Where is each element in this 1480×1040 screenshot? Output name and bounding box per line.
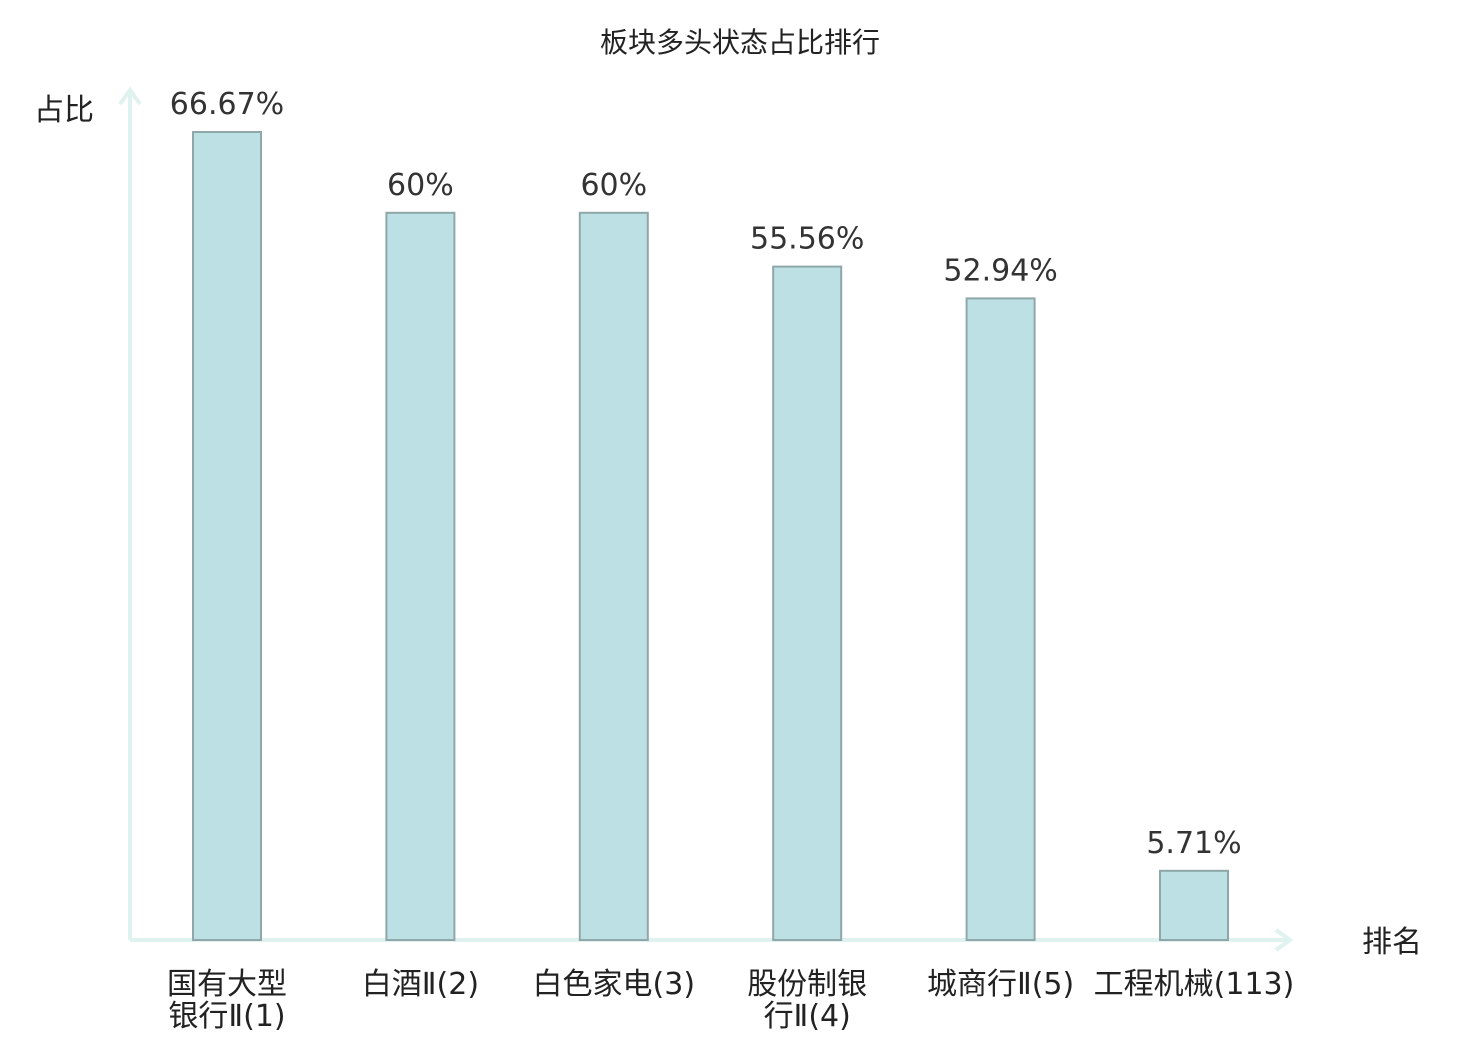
bar: [772, 265, 843, 942]
category-label: 工程机械(113): [1094, 967, 1295, 1002]
x-axis-label: 排名: [1362, 925, 1422, 960]
bar: [1159, 869, 1229, 941]
bar: [192, 131, 262, 941]
category-label: 行Ⅱ(4): [764, 999, 851, 1034]
bar: [385, 211, 456, 942]
category-label: 股份制银: [747, 967, 867, 1002]
y-axis-label: 占比: [34, 93, 94, 128]
category-label: 城商行Ⅱ(5): [927, 967, 1074, 1002]
data-label: 60%: [387, 168, 454, 203]
x-axis-arrow: [1274, 928, 1294, 952]
category-label: 银行Ⅱ(1): [168, 999, 285, 1034]
category-label: 国有大型: [167, 967, 287, 1002]
value-labels-group: 66.67% 60% 60% 55.56% 52.94% 5.71%: [170, 87, 1242, 861]
category-label: 白酒Ⅱ(2): [362, 967, 479, 1002]
bars-group: [192, 131, 1229, 942]
data-label: 66.67%: [170, 87, 284, 122]
bar: [965, 297, 1036, 941]
bar: [578, 211, 649, 942]
category-label: 白色家电(3): [533, 967, 696, 1002]
data-label: 5.71%: [1146, 826, 1241, 861]
chart-title: 板块多头状态占比排行: [600, 26, 880, 59]
axes: [118, 86, 1294, 952]
data-label: 52.94%: [943, 253, 1057, 288]
data-label: 60%: [580, 168, 647, 203]
data-label: 55.56%: [750, 222, 864, 257]
y-axis-arrow: [118, 86, 142, 106]
